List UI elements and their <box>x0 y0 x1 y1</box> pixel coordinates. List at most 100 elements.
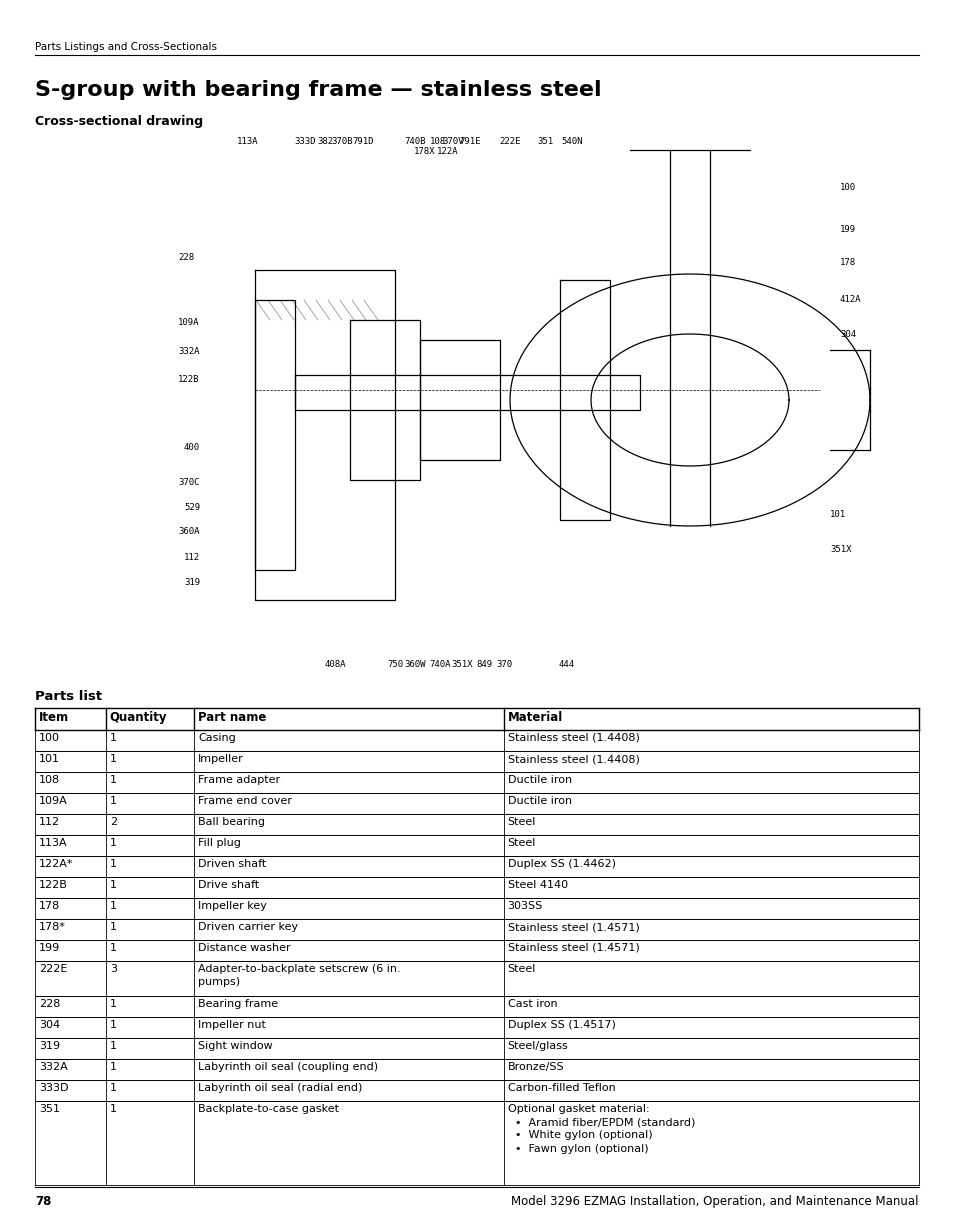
Text: 3: 3 <box>110 964 116 974</box>
Text: 108: 108 <box>39 775 60 785</box>
Text: 740B: 740B <box>404 137 425 146</box>
Text: 370: 370 <box>496 660 512 669</box>
Text: Stainless steel (1.4408): Stainless steel (1.4408) <box>507 755 639 764</box>
Text: 108: 108 <box>430 137 446 146</box>
Text: Part name: Part name <box>198 710 266 724</box>
Text: Stainless steel (1.4408): Stainless steel (1.4408) <box>507 733 639 744</box>
Text: 412A: 412A <box>840 294 861 304</box>
Text: Adapter-to-backplate setscrew (6 in.
pumps): Adapter-to-backplate setscrew (6 in. pum… <box>198 964 400 988</box>
Text: 791E: 791E <box>458 137 480 146</box>
Text: 1: 1 <box>110 755 116 764</box>
Text: 304: 304 <box>840 330 855 339</box>
Text: 1: 1 <box>110 1063 116 1072</box>
Text: Optional gasket material:
  •  Aramid fiber/EPDM (standard)
  •  White gylon (op: Optional gasket material: • Aramid fiber… <box>507 1104 694 1153</box>
Text: 529: 529 <box>184 503 200 512</box>
Text: Distance washer: Distance washer <box>198 944 291 953</box>
Text: 351X: 351X <box>451 660 473 669</box>
Text: 333D: 333D <box>39 1083 69 1093</box>
Text: 370C: 370C <box>178 479 199 487</box>
Text: 370B: 370B <box>331 137 353 146</box>
Text: Frame end cover: Frame end cover <box>198 796 292 806</box>
Text: 178: 178 <box>840 258 855 267</box>
Text: Ball bearing: Ball bearing <box>198 817 265 827</box>
Text: 332A: 332A <box>39 1063 68 1072</box>
Text: 370V: 370V <box>442 137 463 146</box>
Text: 400: 400 <box>184 443 200 452</box>
Text: 1: 1 <box>110 1020 116 1029</box>
Text: Fill plug: Fill plug <box>198 838 241 848</box>
Text: 112: 112 <box>184 553 200 562</box>
Text: 109A: 109A <box>39 796 68 806</box>
Text: 1: 1 <box>110 775 116 785</box>
Text: 1: 1 <box>110 999 116 1009</box>
Text: 351X: 351X <box>829 545 851 555</box>
Text: Driven shaft: Driven shaft <box>198 859 266 869</box>
Text: 113A: 113A <box>237 137 258 146</box>
Text: 228: 228 <box>178 253 193 263</box>
Text: Model 3296 EZMAG Installation, Operation, and Maintenance Manual: Model 3296 EZMAG Installation, Operation… <box>511 1195 918 1209</box>
Text: 1: 1 <box>110 859 116 869</box>
Text: 849: 849 <box>476 660 492 669</box>
Text: 333D: 333D <box>294 137 315 146</box>
Text: 351: 351 <box>39 1104 60 1114</box>
Text: 1: 1 <box>110 1104 116 1114</box>
Text: 222E: 222E <box>39 964 68 974</box>
Text: 122A*: 122A* <box>39 859 73 869</box>
Text: 178X: 178X <box>414 147 436 156</box>
Text: 222E: 222E <box>498 137 520 146</box>
Text: 228: 228 <box>39 999 60 1009</box>
Text: Impeller: Impeller <box>198 755 244 764</box>
Text: 101: 101 <box>829 510 845 519</box>
Text: Quantity: Quantity <box>110 710 167 724</box>
Text: 360W: 360W <box>404 660 425 669</box>
Text: Steel: Steel <box>507 838 536 848</box>
Text: 2: 2 <box>110 817 116 827</box>
Text: 740A: 740A <box>429 660 450 669</box>
Text: 1: 1 <box>110 901 116 910</box>
Text: 1: 1 <box>110 944 116 953</box>
Text: Impeller key: Impeller key <box>198 901 267 910</box>
Text: 351: 351 <box>537 137 553 146</box>
Text: 1: 1 <box>110 733 116 744</box>
Text: 178*: 178* <box>39 921 66 933</box>
Text: Driven carrier key: Driven carrier key <box>198 921 298 933</box>
Text: 100: 100 <box>840 183 855 191</box>
Text: 122B: 122B <box>178 375 199 384</box>
Text: 178: 178 <box>39 901 60 910</box>
Text: Material: Material <box>507 710 562 724</box>
Text: S-group with bearing frame — stainless steel: S-group with bearing frame — stainless s… <box>35 80 601 99</box>
Text: Ductile iron: Ductile iron <box>507 775 571 785</box>
Text: Drive shaft: Drive shaft <box>198 880 259 890</box>
Text: 304: 304 <box>39 1020 60 1029</box>
Text: Labyrinth oil seal (radial end): Labyrinth oil seal (radial end) <box>198 1083 362 1093</box>
Text: 360A: 360A <box>178 528 199 536</box>
Text: 122B: 122B <box>39 880 68 890</box>
Text: 78: 78 <box>35 1195 51 1209</box>
Text: 113A: 113A <box>39 838 68 848</box>
Text: Stainless steel (1.4571): Stainless steel (1.4571) <box>507 944 639 953</box>
Text: 303SS: 303SS <box>507 901 542 910</box>
Text: Steel: Steel <box>507 964 536 974</box>
Text: Ductile iron: Ductile iron <box>507 796 571 806</box>
Text: 122A: 122A <box>436 147 458 156</box>
Text: Parts list: Parts list <box>35 690 102 703</box>
Text: 332A: 332A <box>178 347 199 356</box>
Text: Frame adapter: Frame adapter <box>198 775 280 785</box>
Text: 791D: 791D <box>352 137 374 146</box>
Text: 382: 382 <box>316 137 333 146</box>
Text: 1: 1 <box>110 838 116 848</box>
Text: 444: 444 <box>558 660 575 669</box>
Text: 1: 1 <box>110 880 116 890</box>
Text: 199: 199 <box>840 225 855 234</box>
Text: Stainless steel (1.4571): Stainless steel (1.4571) <box>507 921 639 933</box>
Text: Impeller nut: Impeller nut <box>198 1020 266 1029</box>
Text: 1: 1 <box>110 1040 116 1052</box>
Text: 319: 319 <box>39 1040 60 1052</box>
Text: Steel/glass: Steel/glass <box>507 1040 568 1052</box>
Text: 408A: 408A <box>324 660 345 669</box>
Text: Parts Listings and Cross-Sectionals: Parts Listings and Cross-Sectionals <box>35 42 216 52</box>
Text: Labyrinth oil seal (coupling end): Labyrinth oil seal (coupling end) <box>198 1063 377 1072</box>
Text: Bronze/SS: Bronze/SS <box>507 1063 563 1072</box>
Text: Cast iron: Cast iron <box>507 999 557 1009</box>
Text: Casing: Casing <box>198 733 235 744</box>
